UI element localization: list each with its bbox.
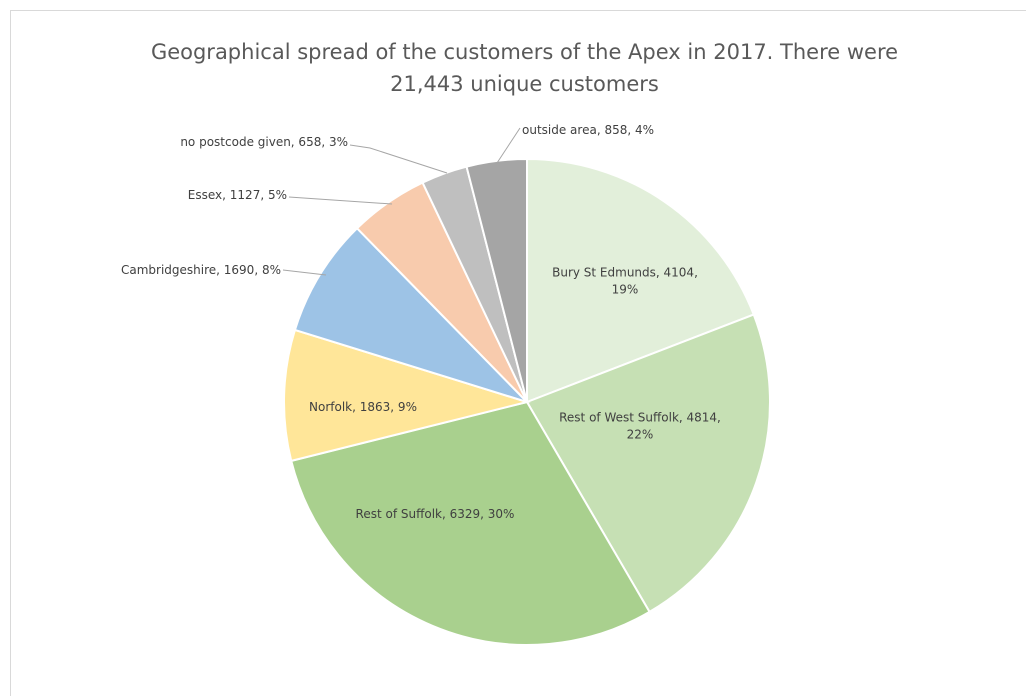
pie-slice-norfolk: [283, 328, 531, 463]
leader-line-cambridgeshire: [282, 269, 327, 276]
leader-line-no-postcode-given: [349, 144, 448, 174]
pie-slice-rest-of-suffolk: [290, 400, 651, 646]
leader-line-outside-area: [496, 127, 521, 164]
data-label-bury-st-edmunds: Bury St Edmunds, 4104, 19%: [552, 266, 698, 297]
data-label-cambridgeshire: Cambridgeshire, 1690, 8%: [121, 263, 281, 277]
data-label-rest-of-suffolk: Rest of Suffolk, 6329, 30%: [356, 507, 515, 521]
chart-title-line-2: 21,443 unique customers: [390, 72, 659, 96]
pie-slice-outside-area: [465, 157, 528, 403]
data-label-essex: Essex, 1127, 5%: [188, 188, 287, 202]
data-label-norfolk: Norfolk, 1863, 9%: [309, 400, 417, 414]
data-label-rest-of-west-suffolk: Rest of West Suffolk, 4814, 22%: [559, 411, 721, 442]
pie-slice-cambridgeshire: [293, 226, 528, 403]
data-label-outside-area: outside area, 858, 4%: [522, 123, 654, 137]
data-label-no-postcode-given: no postcode given, 658, 3%: [180, 135, 348, 149]
pie-slice-bury-st-edmunds: [526, 157, 756, 404]
chart-title-line-1: Geographical spread of the customers of …: [150, 40, 899, 64]
leader-line-essex: [288, 196, 393, 205]
pie-slice-rest-of-west-suffolk: [525, 313, 772, 614]
chart-title: Geographical spread of the customers of …: [0, 36, 1029, 100]
